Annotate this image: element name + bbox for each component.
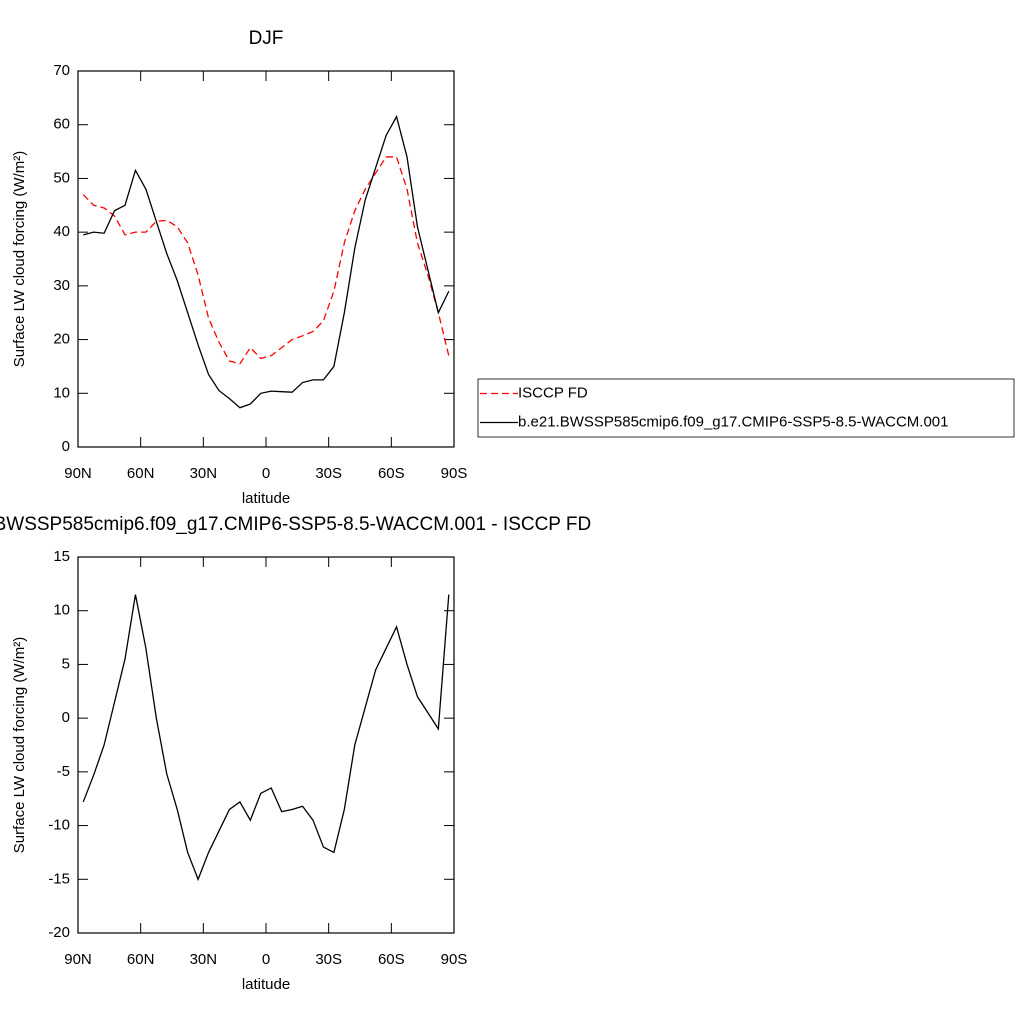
y-tick-label: 30 [53,277,70,294]
y-tick-label: 15 [53,548,70,565]
y-tick-label: 40 [53,223,70,240]
y-tick-label: -15 [48,870,70,887]
y-tick-label: 70 [53,62,70,79]
y-tick-label: 50 [53,169,70,186]
legend-box [477,378,1015,438]
data-line [83,114,450,409]
y-axis-label: Surface LW cloud forcing (W/m²) [11,151,28,367]
x-axis-label: latitude [242,490,290,507]
x-tick-label: 60N [127,951,155,968]
plot-frame [77,70,455,448]
x-axis-label: latitude [242,976,290,993]
x-tick-label: 30S [315,465,342,482]
data-line [82,594,450,882]
y-tick-label: 60 [53,116,70,133]
legend-label: b.e21.BWSSP585cmip6.f09_g17.CMIP6-SSP5-8… [518,413,948,430]
x-tick-label: 90S [441,951,468,968]
x-tick-label: 90N [64,951,92,968]
y-tick-label: -10 [48,817,70,834]
data-line [82,156,450,365]
x-tick-label: 30S [315,951,342,968]
y-tick-label: -20 [48,924,70,941]
y-tick-label: 20 [53,331,70,348]
x-tick-label: 30N [190,951,218,968]
y-tick-label: 0 [62,438,70,455]
y-axis-label: Surface LW cloud forcing (W/m²) [11,637,28,853]
x-tick-label: 60S [378,465,405,482]
plot-frame [77,556,455,934]
x-tick-label: 60N [127,465,155,482]
chart-title: DJF [249,28,284,49]
x-tick-label: 0 [262,465,270,482]
x-tick-label: 0 [262,951,270,968]
x-tick-label: 60S [378,951,405,968]
legend-label: ISCCP FD [518,384,588,401]
y-tick-label: 5 [62,655,70,672]
y-tick-label: -5 [57,763,70,780]
y-tick-label: 10 [53,602,70,619]
y-tick-label: 0 [62,709,70,726]
x-tick-label: 90S [441,465,468,482]
chart-title: b.e21.BWSSP585cmip6.f09_g17.CMIP6-SSP5-8… [0,514,591,535]
x-tick-label: 90N [64,465,92,482]
y-tick-label: 10 [53,384,70,401]
x-tick-label: 30N [190,465,218,482]
